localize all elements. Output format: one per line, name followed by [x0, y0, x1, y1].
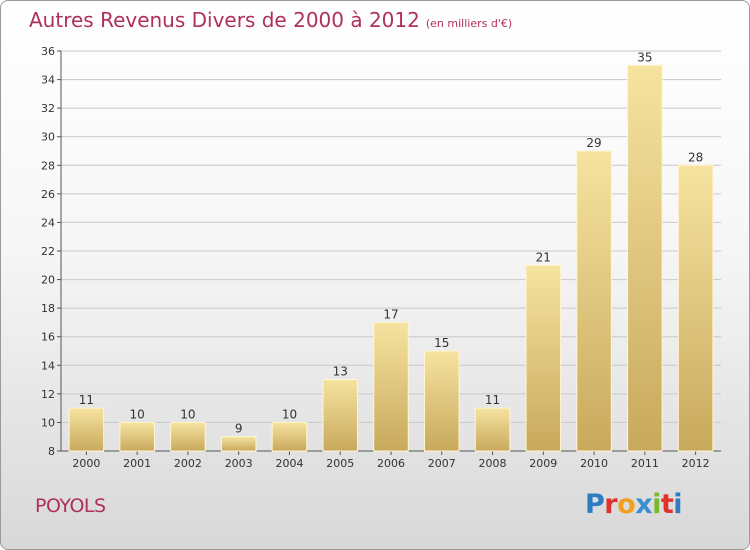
bar-2002	[170, 421, 206, 452]
x-tick-label: 2005	[326, 457, 354, 470]
chart-unit: (en milliers d'€)	[425, 17, 513, 30]
data-label-2008: 11	[485, 393, 500, 407]
data-label-2006: 17	[383, 307, 398, 321]
y-tick-label: 20	[41, 274, 55, 287]
y-tick-label: 10	[41, 416, 55, 429]
x-tick-label: 2007	[428, 457, 456, 470]
data-label-2004: 10	[282, 407, 297, 421]
bar-2001	[119, 421, 155, 452]
data-label-2009: 21	[536, 250, 551, 264]
logo-letter: x	[635, 489, 653, 520]
y-tick-label: 22	[41, 245, 55, 258]
bar-2003	[220, 436, 257, 452]
y-tick-label: 30	[41, 131, 55, 144]
y-tick-label: 16	[41, 331, 55, 344]
bar-2010	[576, 150, 612, 452]
bar-2007	[424, 350, 460, 452]
x-tick-label: 2011	[631, 457, 659, 470]
data-label-2005: 13	[333, 365, 348, 379]
logo-letter: t	[660, 489, 674, 520]
bar-2004	[271, 421, 308, 452]
x-tick-label: 2010	[580, 457, 608, 470]
x-tick-label: 2003	[225, 457, 253, 470]
bar-2005	[322, 379, 358, 452]
data-label-2011: 35	[637, 50, 652, 64]
x-tick-label: 2006	[377, 457, 405, 470]
y-tick-label: 36	[41, 45, 55, 58]
y-tick-label: 34	[41, 74, 55, 87]
y-tick-label: 24	[41, 216, 55, 229]
bar-2000	[68, 407, 105, 452]
logo-letter: i	[673, 489, 683, 520]
logo-letter: i	[652, 489, 661, 520]
y-tick-label: 18	[41, 302, 55, 315]
logo-letter: r	[604, 489, 618, 520]
bar-2006	[373, 321, 409, 452]
x-tick-label: 2009	[529, 457, 557, 470]
y-tick-label: 26	[41, 188, 55, 201]
y-tick-label: 12	[41, 388, 55, 401]
place-name: POYOLS	[35, 495, 106, 517]
proxiti-logo: Proxiti	[585, 489, 683, 520]
data-label-2003: 9	[235, 422, 243, 436]
x-tick-label: 2012	[682, 457, 710, 470]
data-label-2000: 11	[79, 393, 94, 407]
y-tick-label: 32	[41, 102, 55, 115]
chart-title-block: Autres Revenus Divers de 2000 à 2012 (en …	[29, 8, 512, 32]
x-tick-label: 2004	[275, 457, 303, 470]
y-tick-label: 14	[41, 359, 55, 372]
bars	[68, 64, 714, 452]
data-label-2001: 10	[130, 407, 145, 421]
data-label-2010: 29	[586, 136, 601, 150]
x-tick-label: 2000	[72, 457, 100, 470]
y-tick-label: 8	[48, 445, 55, 458]
bar-2012	[677, 164, 714, 452]
data-label-2007: 15	[434, 336, 449, 350]
logo-letter: o	[617, 489, 636, 520]
logo-letter: P	[585, 489, 605, 520]
x-tick-label: 2001	[123, 457, 151, 470]
x-tick-label: 2008	[479, 457, 507, 470]
y-tick-label: 28	[41, 159, 55, 172]
chart-title: Autres Revenus Divers de 2000 à 2012	[29, 8, 420, 32]
bar-2011	[627, 64, 663, 452]
bar-2009	[525, 264, 562, 452]
bar-2008	[474, 407, 511, 452]
data-label-2012: 28	[688, 150, 703, 164]
data-labels: 11 10 10 9 10 13 17 15 11 21 29 35 28	[79, 50, 704, 435]
x-tick-label: 2002	[174, 457, 202, 470]
data-label-2002: 10	[180, 407, 195, 421]
